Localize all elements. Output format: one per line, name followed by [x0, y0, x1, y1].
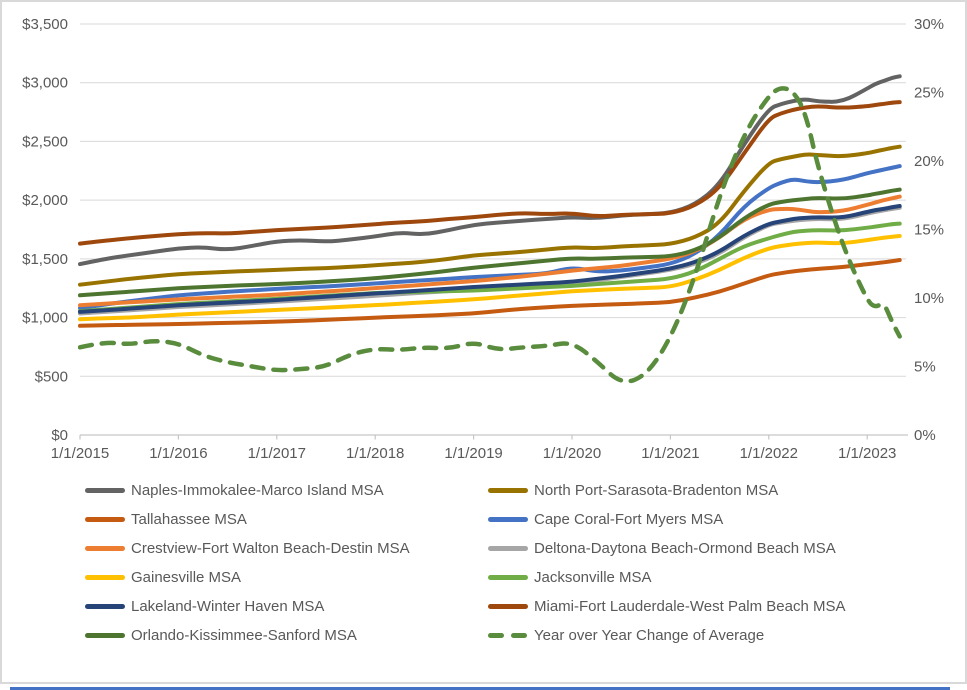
legend-label: Orlando-Kissimmee-Sanford MSA	[131, 626, 357, 644]
legend-label: Cape Coral-Fort Myers MSA	[534, 510, 724, 528]
legend-marker-miami	[488, 603, 528, 609]
x-axis-label: 1/1/2023	[838, 445, 896, 462]
legend-item-miami: Miami-Fort Lauderdale-West Palm Beach MS…	[488, 596, 955, 616]
legend-dashed-marker-yoy-change	[488, 632, 528, 638]
legend-item-cape-coral: Cape Coral-Fort Myers MSA	[488, 509, 955, 529]
series-line-tallahassee	[78, 258, 902, 328]
legend-item-deltona: Deltona-Daytona Beach-Ormond Beach MSA	[488, 538, 955, 558]
legend-item-gainesville: Gainesville MSA	[85, 567, 488, 587]
bottom-accent-line	[10, 687, 950, 690]
x-axis-label: 1/1/2022	[740, 445, 798, 462]
legend-item-yoy-change: Year over Year Change of Average	[488, 625, 955, 645]
legend-marker-gainesville	[85, 574, 125, 580]
y-axis-left-label: $500	[35, 368, 68, 385]
y-axis-left-label: $0	[51, 427, 68, 444]
series-line-yoy-change	[78, 86, 902, 384]
legend-marker-lakeland	[85, 603, 125, 609]
legend-label: Deltona-Daytona Beach-Ormond Beach MSA	[534, 539, 836, 557]
series-line-miami	[78, 100, 902, 246]
y-axis-left-label: $2,500	[22, 133, 68, 150]
plot-area: $0 $500 $1,000 $1,500 $2,000 $2,500 $3,000 $3,5…	[22, 16, 944, 462]
legend-item-orlando: Orlando-Kissimmee-Sanford MSA	[85, 625, 488, 645]
x-axis-label: 1/1/2020	[543, 445, 601, 462]
x-axis-label: 1/1/2017	[248, 445, 306, 462]
legend-marker-tallahassee	[85, 516, 125, 522]
legend-label: Crestview-Fort Walton Beach-Destin MSA	[131, 539, 410, 557]
legend-marker-deltona	[488, 545, 528, 551]
legend-marker-jacksonville	[488, 574, 528, 580]
y-axis-left-label: $1,500	[22, 251, 68, 268]
chart-legend: Naples-Immokalee-Marco Island MSA North P…	[85, 480, 955, 645]
legend-marker-orlando	[85, 632, 125, 638]
legend-item-tallahassee: Tallahassee MSA	[85, 509, 488, 529]
legend-marker-cape-coral	[488, 516, 528, 522]
legend-item-naples: Naples-Immokalee-Marco Island MSA	[85, 480, 488, 500]
x-axis-label: 1/1/2019	[444, 445, 502, 462]
y-axis-right-label: 25%	[914, 85, 944, 102]
legend-label: Naples-Immokalee-Marco Island MSA	[131, 481, 384, 499]
legend-label: Miami-Fort Lauderdale-West Palm Beach MS…	[534, 597, 846, 615]
legend-marker-naples	[85, 487, 125, 493]
series-line-lakeland	[78, 204, 902, 314]
legend-item-jacksonville: Jacksonville MSA	[488, 567, 955, 587]
series-line-gainesville	[78, 234, 902, 322]
series-line-crestview	[78, 194, 902, 308]
legend-item-crestview: Crestview-Fort Walton Beach-Destin MSA	[85, 538, 488, 558]
legend-marker-crestview	[85, 545, 125, 551]
x-axis-label: 1/1/2015	[51, 445, 109, 462]
y-axis-left-label: $3,500	[22, 16, 68, 33]
legend-label: Year over Year Change of Average	[534, 626, 765, 644]
y-axis-right-label: 0%	[914, 427, 936, 444]
legend-label: North Port-Sarasota-Bradenton MSA	[534, 481, 779, 499]
legend-label: Lakeland-Winter Haven MSA	[131, 597, 325, 615]
legend-label: Jacksonville MSA	[534, 568, 652, 586]
y-axis-right-label: 10%	[914, 290, 944, 307]
legend-marker-north-port	[488, 487, 528, 493]
y-axis-right-label: 30%	[914, 16, 944, 33]
y-axis-left-label: $1,000	[22, 310, 68, 327]
legend-item-lakeland: Lakeland-Winter Haven MSA	[85, 596, 488, 616]
y-axis-left-label: $3,000	[22, 75, 68, 92]
x-axis-label: 1/1/2016	[149, 445, 207, 462]
y-axis-right-label: 15%	[914, 222, 944, 239]
legend-label: Tallahassee MSA	[131, 510, 247, 528]
x-axis-label: 1/1/2018	[346, 445, 404, 462]
legend-label: Gainesville MSA	[131, 568, 242, 586]
series-line-naples	[78, 74, 902, 267]
series-line-orlando	[78, 187, 902, 298]
y-axis-right-label: 20%	[914, 153, 944, 170]
x-axis-label: 1/1/2021	[641, 445, 699, 462]
legend-item-north-port: North Port-Sarasota-Bradenton MSA	[488, 480, 955, 500]
y-axis-left-label: $2,000	[22, 192, 68, 209]
series-line-north-port	[78, 144, 902, 287]
y-axis-right-label: 5%	[914, 359, 936, 376]
